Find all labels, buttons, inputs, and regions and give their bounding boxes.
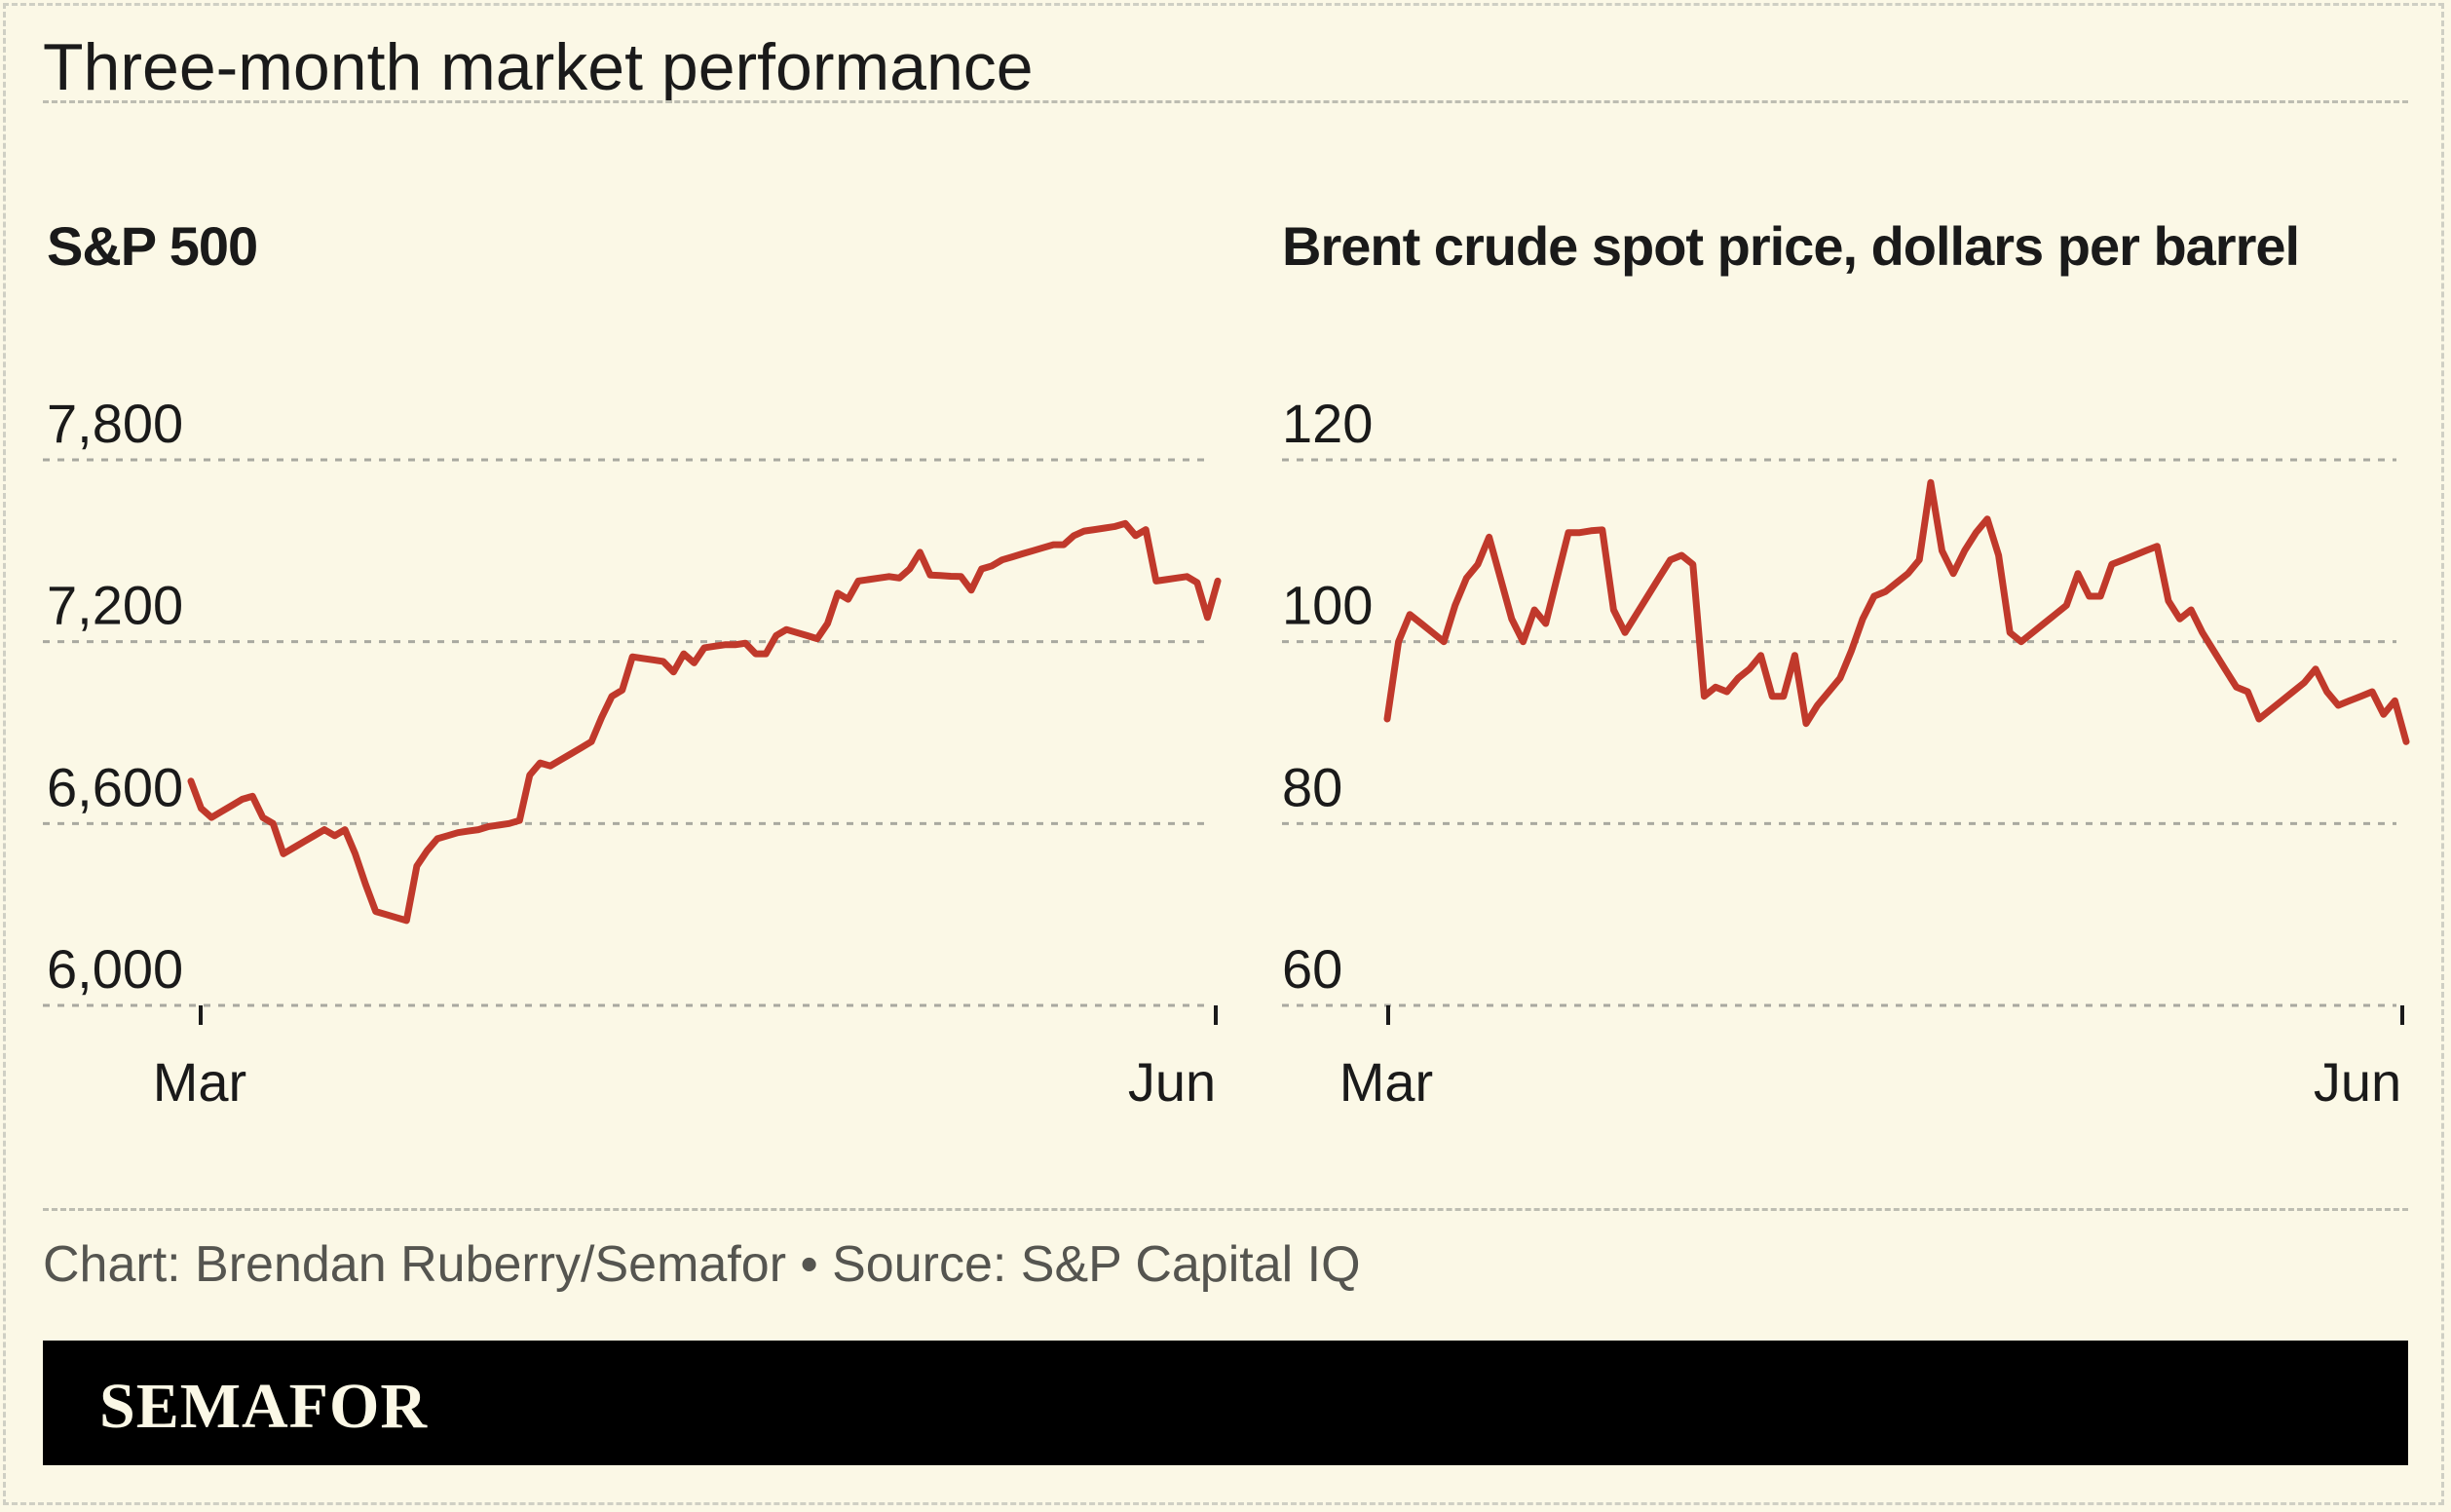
sp500-panel: S&P 500 7,800 7,200 6,600 6,000 Mar Jun [43,215,1222,1113]
brand-bar: SEMAFOR [43,1341,2408,1465]
brent-y-tick-label: 100 [1282,575,1373,636]
source-credit: Chart: Brendan Ruberry/Semafor • Source:… [43,1236,1361,1293]
brent-x-tick-label: Mar [1339,1051,1433,1113]
brent-series-line [1383,478,2410,745]
sp500-y-tick-label: 6,000 [47,938,183,1000]
page-title: Three-month market performance [43,30,1034,104]
bottom-divider [43,1208,2408,1211]
charts-area: S&P 500 7,800 7,200 6,600 6,000 Mar Jun Brent … [43,215,2410,1113]
brent-y-tick-label: 80 [1282,756,1342,817]
top-divider [43,100,2408,103]
sp500-x-tick-label: Mar [153,1051,246,1113]
brent-title: Brent crude spot price, dollars per barr… [1282,215,2299,277]
sp500-y-tick-label: 7,200 [47,575,183,636]
sp500-title: S&P 500 [47,215,257,277]
brent-panel: Brent crude spot price, dollars per barr… [1282,215,2410,1113]
sp500-x-tick-label: Jun [1128,1051,1216,1113]
sp500-y-tick-label: 7,800 [47,393,183,454]
brent-x-tick-label: Jun [2314,1051,2401,1113]
chart-frame [3,3,2444,1505]
sp500-series-line [187,519,1222,925]
brent-y-tick-label: 120 [1282,393,1373,454]
brent-y-tick-label: 60 [1282,938,1342,1000]
sp500-y-tick-label: 6,600 [47,756,183,817]
semafor-logo: SEMAFOR [99,1371,428,1442]
